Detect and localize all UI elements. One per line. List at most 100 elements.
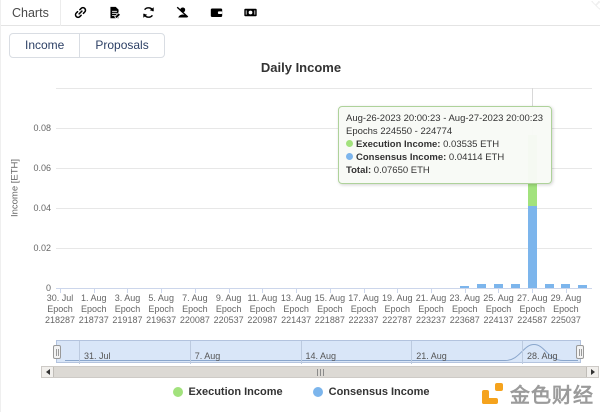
tooltip-consensus-label: Consensus Income: <box>356 152 447 164</box>
scrollbar-left-arrow[interactable] <box>42 367 53 377</box>
jinse-watermark: 金色财经 <box>480 379 594 408</box>
navigator-label: 14. Aug <box>305 351 337 361</box>
tooltip-total-label: Total: <box>346 165 372 177</box>
x-axis-label: 1. Aug Epoch 218737 <box>78 293 109 325</box>
gridline <box>56 208 592 209</box>
tab-income[interactable]: Income <box>9 33 81 58</box>
navigator-gridline <box>189 341 191 364</box>
chart-title: Daily Income <box>260 60 342 75</box>
bar-consensus[interactable] <box>578 285 588 288</box>
legend-item-consensus[interactable]: Consensus Income <box>312 386 430 398</box>
bar-consensus[interactable] <box>477 284 487 288</box>
charts-nav-title[interactable]: Charts <box>1 0 61 26</box>
navigator-label: 21. Aug <box>416 351 447 361</box>
x-axis-tick <box>329 289 331 293</box>
x-axis-label: 19. Aug Epoch 222787 <box>382 293 413 325</box>
link-icon[interactable] <box>73 5 88 20</box>
tooltip-total-value: 0.07650 ETH <box>373 165 430 177</box>
bar-consensus[interactable] <box>510 284 520 288</box>
tooltip-epoch-range: Epochs 224550 - 224774 <box>346 126 453 138</box>
corner-pattern-icon <box>591 1 600 10</box>
tooltip-consensus-row: Consensus Income: 0.04114 ETH <box>346 151 543 164</box>
watermark-text: 金色财经 <box>510 385 594 407</box>
bar-consensus[interactable] <box>460 285 470 288</box>
legend-label-consensus: Consensus Income <box>328 386 430 398</box>
chart-navigator[interactable]: 31. Jul 7. Aug 14. Aug 21. Aug 28. Aug <box>53 340 584 364</box>
x-axis-tick <box>296 289 298 293</box>
scrollbar-grip-icon <box>316 368 324 376</box>
x-axis-tick <box>127 289 129 293</box>
chart-scrollbar[interactable] <box>41 366 599 378</box>
x-axis-label: 5. Aug Epoch 219637 <box>146 293 177 325</box>
x-axis-tick <box>262 289 264 293</box>
navigator-gridline <box>300 341 302 364</box>
navigator-gridline <box>79 341 80 364</box>
y-axis-tick-label: 0.04 <box>33 203 51 213</box>
x-axis-tick <box>431 289 433 293</box>
x-axis-label: 21. Aug Epoch 223237 <box>415 293 447 325</box>
gridline <box>56 128 592 129</box>
x-axis-label: 27. Aug Epoch 224587 <box>516 293 548 325</box>
scrollbar-right-arrow[interactable] <box>587 367 598 377</box>
consensus-legend-dot-icon <box>312 387 323 397</box>
legend-item-execution[interactable]: Execution Income <box>172 386 283 398</box>
navigator-gridline <box>411 341 413 364</box>
navbar-icon-group <box>73 5 258 20</box>
x-axis-label: 23. Aug Epoch 223687 <box>449 293 481 325</box>
x-axis-label: 29. Aug Epoch 225037 <box>550 293 582 325</box>
y-axis-tick-label: 0.02 <box>33 243 51 253</box>
consensus-dot-icon <box>346 153 353 161</box>
bar-consensus[interactable] <box>527 205 537 288</box>
x-axis-tick <box>60 289 61 293</box>
navigator-label: 31. Jul <box>84 351 111 361</box>
tooltip-consensus-value: 0.04114 ETH <box>448 152 505 164</box>
chart-tooltip: Aug-26-2023 20:00:23 - Aug-27-2023 20:00… <box>338 106 553 184</box>
scrollbar-thumb[interactable] <box>53 367 587 377</box>
x-axis-label: 11. Aug Epoch 220987 <box>247 293 278 325</box>
navigator-left-handle[interactable] <box>53 345 61 359</box>
wallet-icon[interactable] <box>209 5 224 20</box>
tab-proposals[interactable]: Proposals <box>79 33 165 58</box>
x-axis-label: 17. Aug Epoch 222337 <box>348 293 379 325</box>
jinse-logo-icon <box>480 381 505 406</box>
navigator-label: 28. Aug <box>527 351 558 361</box>
navigator-series-curve <box>65 343 578 361</box>
gridline <box>56 288 592 289</box>
x-axis-tick <box>228 289 230 293</box>
x-axis-tick <box>464 289 466 293</box>
money-bill-icon[interactable] <box>243 5 258 20</box>
x-axis-tick <box>397 289 399 293</box>
tooltip-date-range: Aug-26-2023 20:00:23 - Aug-27-2023 20:00… <box>346 113 544 124</box>
gridline <box>56 168 592 169</box>
y-axis-tick-label: 0 <box>45 283 51 293</box>
x-axis-tick <box>363 289 365 293</box>
bar-consensus[interactable] <box>561 284 571 288</box>
sync-icon[interactable] <box>141 5 156 20</box>
x-axis-tick <box>498 289 500 293</box>
tooltip-execution-row: Execution Income: 0.03535 ETH <box>346 138 543 151</box>
top-navbar: Charts <box>1 0 600 26</box>
x-axis-label: 13. Aug Epoch 221437 <box>280 293 312 325</box>
navigator-label: 7. Aug <box>194 351 221 361</box>
x-axis-tick <box>194 289 196 293</box>
x-axis-label: 15. Aug Epoch 221887 <box>314 293 346 325</box>
x-axis-tick <box>93 289 95 293</box>
bar-consensus[interactable] <box>493 284 503 288</box>
legend-label-execution: Execution Income <box>188 386 283 398</box>
bar-consensus[interactable] <box>544 284 554 288</box>
user-slash-icon[interactable] <box>175 5 190 20</box>
execution-dot-icon <box>346 140 353 148</box>
x-axis-label: 30. Jul Epoch 218287 <box>44 293 76 325</box>
tooltip-total-row: Total: 0.07650 ETH <box>346 164 543 177</box>
execution-legend-dot-icon <box>172 387 183 397</box>
y-axis-tick-label: 0.06 <box>33 163 51 173</box>
file-signature-icon[interactable] <box>107 5 122 20</box>
x-axis-label: 7. Aug Epoch 220087 <box>179 293 210 325</box>
x-axis-label: 3. Aug Epoch 219187 <box>112 293 143 325</box>
gridline <box>56 88 592 89</box>
navigator-gridline <box>522 341 523 364</box>
tooltip-execution-value: 0.03535 ETH <box>443 139 500 151</box>
navigator-right-handle[interactable] <box>576 345 584 359</box>
tooltip-execution-label: Execution Income: <box>356 139 441 151</box>
